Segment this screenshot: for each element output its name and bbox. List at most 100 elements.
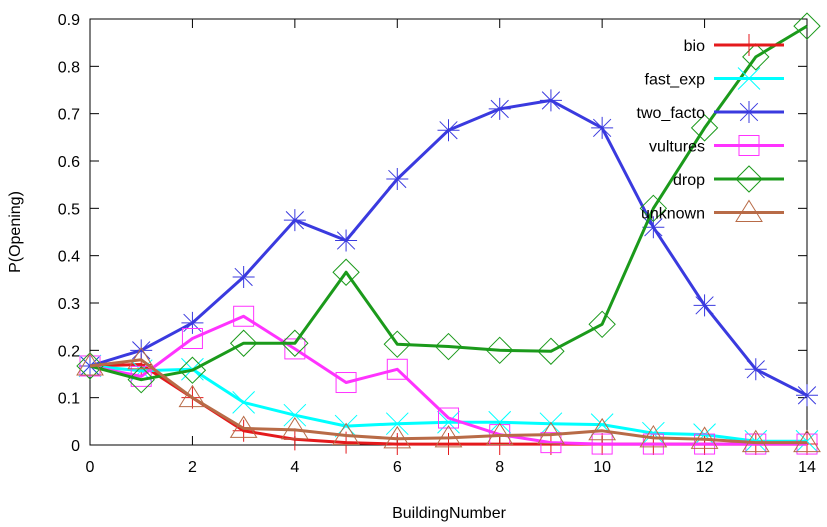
data-point	[178, 384, 207, 408]
legend-marker	[735, 165, 763, 193]
data-point	[232, 419, 255, 442]
y-tick-label: 0.1	[58, 391, 80, 408]
data-point	[284, 338, 306, 360]
data-point	[796, 384, 818, 407]
data-point	[76, 352, 104, 380]
x-tick-label: 4	[290, 459, 299, 476]
data-point	[283, 209, 306, 232]
data-point	[233, 305, 255, 327]
legend-marker	[735, 199, 763, 222]
data-point	[591, 433, 613, 455]
y-tick-label: 0.7	[58, 107, 80, 124]
x-tick-label: 8	[495, 459, 504, 476]
data-point	[181, 311, 204, 334]
data-point	[127, 365, 155, 394]
data-point	[280, 416, 309, 440]
data-point	[741, 429, 770, 453]
x-tick-label: 10	[593, 459, 611, 476]
data-point	[283, 403, 307, 427]
data-point	[127, 346, 156, 370]
data-point	[434, 424, 463, 448]
data-point	[335, 229, 358, 252]
data-point	[332, 258, 360, 286]
data-point	[386, 358, 408, 380]
series-line	[89, 24, 808, 382]
x-tick-label: 14	[798, 459, 816, 476]
data-point	[540, 432, 562, 454]
legend-item: vultures	[649, 135, 784, 156]
data-point	[642, 421, 665, 445]
data-point	[639, 194, 668, 223]
series-two-facto	[79, 89, 818, 407]
legend-item: unknown	[641, 199, 784, 223]
data-point	[76, 353, 104, 376]
data-point	[793, 12, 821, 40]
data-point	[229, 415, 258, 438]
data-point	[232, 391, 255, 414]
data-point	[437, 410, 460, 434]
y-tick-label: 0.8	[58, 59, 80, 76]
data-point	[793, 429, 821, 453]
data-point	[486, 336, 514, 365]
data-point	[693, 423, 716, 446]
data-point	[591, 116, 614, 139]
legend-item: bio	[684, 34, 784, 56]
y-tick-label: 0.5	[58, 201, 80, 218]
x-tick-label: 6	[393, 459, 402, 476]
data-point	[181, 328, 203, 349]
legend-marker	[737, 67, 761, 90]
legend-item: drop	[673, 165, 784, 193]
data-point	[642, 216, 665, 239]
legend-label: vultures	[649, 139, 705, 156]
y-tick-label: 0.6	[58, 154, 80, 171]
legend-label: fast_exp	[645, 72, 706, 89]
data-point	[539, 89, 562, 112]
legend-label: drop	[673, 172, 705, 189]
legend-label: unknown	[641, 206, 705, 223]
legend-item: two_facto	[637, 101, 784, 123]
data-point	[690, 426, 719, 449]
data-point	[693, 294, 716, 317]
series-group	[76, 12, 821, 456]
y-tick-label: 0	[71, 438, 80, 455]
series-drop	[76, 12, 821, 394]
data-point	[383, 425, 412, 449]
data-point	[742, 43, 770, 71]
data-point	[438, 407, 459, 429]
series-unknown	[76, 346, 821, 453]
data-point	[537, 421, 565, 445]
legend-marker	[738, 34, 760, 56]
series-line	[89, 358, 807, 445]
legend-marker	[738, 135, 760, 156]
y-tick-label: 0.3	[58, 296, 80, 313]
y-axis-label: P(Opening)	[7, 191, 24, 273]
legend-marker	[738, 101, 760, 123]
x-tick-label: 2	[188, 459, 197, 476]
legend-label: bio	[684, 38, 705, 55]
y-tick-label: 0.2	[58, 343, 80, 360]
data-point	[229, 329, 258, 357]
data-point	[690, 114, 719, 142]
data-point	[485, 422, 514, 446]
x-axis-label: BuildingNumber	[392, 505, 507, 522]
series-line	[89, 363, 807, 446]
legend-label: two_facto	[637, 105, 706, 122]
data-point	[437, 119, 460, 142]
data-point	[539, 412, 563, 436]
data-point	[281, 329, 309, 357]
data-point	[488, 410, 512, 434]
data-point	[385, 412, 409, 436]
data-point	[642, 433, 664, 455]
data-point	[232, 265, 255, 288]
data-point	[639, 424, 668, 448]
x-tick-label: 12	[696, 459, 714, 476]
series-vultures	[79, 305, 818, 455]
series-line	[89, 314, 807, 446]
data-point	[434, 332, 463, 361]
y-tick-label: 0.9	[58, 12, 80, 29]
data-point	[335, 372, 357, 394]
data-point	[386, 167, 409, 190]
data-point	[178, 356, 207, 384]
data-point	[588, 417, 617, 441]
legend: bio fast_exp two_facto vultures drop unknown	[637, 34, 784, 223]
